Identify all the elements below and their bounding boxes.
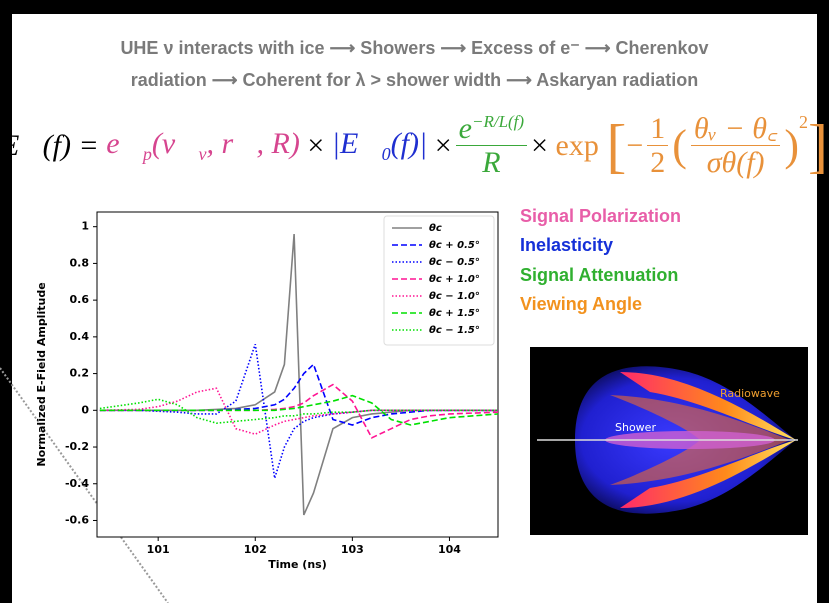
eq-part: 2 bbox=[799, 112, 809, 132]
y-tick-label: 1 bbox=[81, 220, 89, 233]
y-tick-label: 0.4 bbox=[70, 330, 90, 343]
eq-part: × bbox=[434, 128, 452, 162]
term: Signal Attenuation bbox=[520, 265, 679, 285]
eq-part: ] bbox=[808, 112, 829, 179]
y-tick-label: -0.4 bbox=[65, 477, 89, 490]
eq-part: −R/L(f) bbox=[471, 112, 525, 131]
equation: E⃗(f) = e⃗p(v⃗ν, r⃗, R) × |E⃗0(f)| × e−R… bbox=[0, 112, 829, 179]
eq-part: , r⃗, R) bbox=[206, 126, 300, 160]
simulation-image: Shower Radiowave bbox=[530, 347, 808, 535]
eq-part: e bbox=[458, 112, 472, 145]
eq-part: σθ(f) bbox=[706, 146, 765, 179]
eq-part: |E⃗ bbox=[331, 126, 382, 160]
eq-part: E⃗(f) = bbox=[0, 128, 99, 162]
y-tick-label: 0.8 bbox=[70, 256, 90, 269]
series-group bbox=[99, 233, 498, 516]
legend-label: θc − 1.0° bbox=[429, 291, 480, 302]
image-label: Shower bbox=[615, 421, 656, 434]
term: Viewing Angle bbox=[520, 294, 643, 314]
y-axis-label: Normalized E-Field Amplitude bbox=[35, 282, 48, 466]
eq-part: × bbox=[307, 128, 325, 162]
eq-part: p bbox=[142, 143, 152, 164]
y-tick-label: -0.6 bbox=[65, 513, 89, 526]
legend-label: θc + 1.5° bbox=[429, 308, 480, 319]
legend-label: θc − 1.5° bbox=[429, 325, 480, 336]
y-tick-label: 0.2 bbox=[70, 367, 90, 380]
y-tick-label: 0 bbox=[81, 403, 89, 416]
eq-part: ( bbox=[672, 120, 687, 170]
term: Inelasticity bbox=[520, 235, 614, 255]
eq-part: exp bbox=[555, 128, 599, 162]
decoration-line bbox=[0, 367, 169, 603]
x-tick-label: 104 bbox=[438, 543, 461, 556]
eq-part: × bbox=[531, 128, 548, 162]
eq-part: e⃗ bbox=[106, 126, 143, 160]
eq-part: (v⃗ bbox=[151, 126, 199, 160]
x-tick-label: 103 bbox=[341, 543, 364, 556]
legend: θc θc + 0.5° θc − 0.5° θc + 1.0° θc − 1.0° θc… bbox=[383, 215, 495, 346]
x-tick-label: 101 bbox=[147, 543, 170, 556]
eq-part: − bbox=[626, 128, 644, 162]
eq-part: 1 bbox=[647, 112, 669, 146]
header-line: UHE ν interacts with ice ⟶ Showers ⟶ Exc… bbox=[120, 38, 709, 58]
legend-label: θc + 0.5° bbox=[429, 240, 480, 251]
header-line: radiation ⟶ Coherent for λ > shower widt… bbox=[130, 70, 699, 90]
lobe bbox=[620, 372, 796, 440]
series-line bbox=[99, 343, 498, 479]
y-tick-label: -0.2 bbox=[65, 440, 89, 453]
x-tick-label: 102 bbox=[244, 543, 267, 556]
eq-part: ) bbox=[784, 120, 800, 170]
x-axis-label: Time (ns) bbox=[268, 558, 326, 571]
legend-label: θc + 1.0° bbox=[429, 274, 480, 285]
image-label: Radiowave bbox=[720, 387, 780, 400]
term: Signal Polarization bbox=[520, 206, 682, 226]
eq-part: θᵥ − θ꜀ bbox=[690, 112, 781, 146]
eq-part: ν bbox=[198, 143, 207, 164]
lobe bbox=[620, 440, 796, 508]
series-line bbox=[99, 398, 498, 424]
legend-label: θc − 0.5° bbox=[429, 257, 480, 268]
series-line bbox=[99, 394, 498, 426]
plot: -0.6 -0.4 -0.2 0 0.2 0.4 0.6 0.8 1 101 102 103 104 Ti… bbox=[35, 211, 499, 571]
eq-part: 2 bbox=[650, 146, 666, 179]
series-line bbox=[99, 387, 498, 436]
eq-part: 0 bbox=[381, 143, 391, 164]
eq-part: (f)| bbox=[390, 126, 428, 160]
eq-part: [ bbox=[606, 112, 627, 179]
legend-label: θc bbox=[429, 223, 442, 234]
y-tick-label: 0.6 bbox=[70, 293, 90, 306]
eq-part: R bbox=[482, 146, 501, 179]
